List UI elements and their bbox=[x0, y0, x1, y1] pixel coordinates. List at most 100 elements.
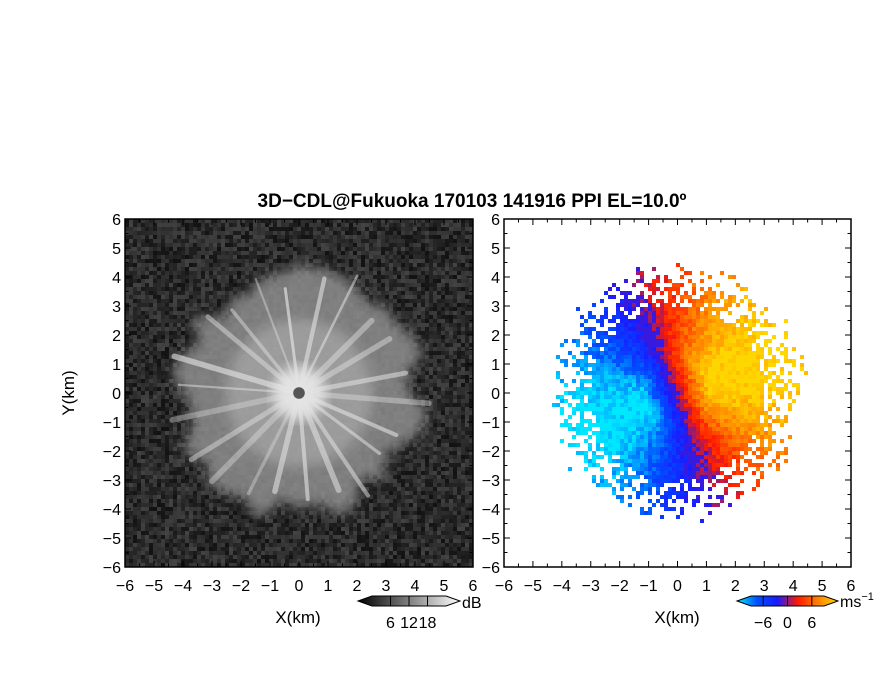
noise-cell bbox=[221, 239, 225, 243]
noise-cell bbox=[277, 235, 281, 239]
noise-cell bbox=[169, 263, 173, 267]
noise-cell bbox=[341, 231, 345, 235]
noise-cell bbox=[393, 319, 397, 323]
noise-cell bbox=[405, 271, 409, 275]
noise-cell bbox=[429, 259, 433, 263]
noise-cell bbox=[349, 267, 353, 271]
noise-cell bbox=[453, 375, 457, 379]
noise-cell bbox=[401, 315, 405, 319]
noise-cell bbox=[141, 315, 145, 319]
noise-cell bbox=[213, 299, 217, 303]
noise-cell bbox=[129, 355, 133, 359]
noise-cell bbox=[285, 235, 289, 239]
noise-cell bbox=[133, 347, 137, 351]
noise-cell bbox=[389, 255, 393, 259]
noise-cell bbox=[189, 295, 193, 299]
noise-cell bbox=[437, 243, 441, 247]
noise-cell bbox=[373, 239, 377, 243]
noise-cell bbox=[177, 387, 181, 391]
noise-cell bbox=[125, 327, 129, 331]
noise-cell bbox=[229, 259, 233, 263]
noise-cell bbox=[393, 243, 397, 247]
noise-cell bbox=[181, 275, 185, 279]
noise-cell bbox=[165, 355, 169, 359]
noise-cell bbox=[321, 227, 325, 231]
noise-cell bbox=[461, 223, 465, 227]
noise-cell bbox=[425, 255, 429, 259]
noise-cell bbox=[125, 335, 129, 339]
noise-cell bbox=[141, 343, 145, 347]
noise-cell bbox=[409, 299, 413, 303]
noise-cell bbox=[145, 267, 149, 271]
noise-cell bbox=[413, 383, 417, 387]
noise-cell bbox=[417, 363, 421, 367]
noise-cell bbox=[433, 299, 437, 303]
noise-cell bbox=[189, 427, 193, 431]
noise-cell bbox=[181, 411, 185, 415]
noise-cell bbox=[173, 363, 177, 367]
noise-cell bbox=[425, 431, 429, 435]
noise-cell bbox=[137, 387, 141, 391]
noise-cell bbox=[145, 367, 149, 371]
noise-cell bbox=[441, 307, 445, 311]
noise-cell bbox=[189, 327, 193, 331]
noise-cell bbox=[221, 235, 225, 239]
noise-cell bbox=[389, 263, 393, 267]
noise-cell bbox=[461, 251, 465, 255]
noise-cell bbox=[469, 323, 473, 327]
noise-cell bbox=[449, 275, 453, 279]
noise-cell bbox=[369, 223, 373, 227]
noise-cell bbox=[357, 275, 361, 279]
noise-cell bbox=[125, 403, 129, 407]
noise-cell bbox=[457, 275, 461, 279]
noise-cell bbox=[201, 275, 205, 279]
noise-cell bbox=[125, 263, 129, 267]
noise-cell bbox=[153, 291, 157, 295]
noise-cell bbox=[249, 219, 253, 223]
noise-cell bbox=[193, 339, 197, 343]
noise-cell bbox=[229, 263, 233, 267]
noise-cell bbox=[145, 307, 149, 311]
noise-cell bbox=[393, 235, 397, 239]
noise-cell bbox=[433, 443, 437, 447]
noise-cell bbox=[417, 387, 421, 391]
noise-cell bbox=[125, 363, 129, 367]
noise-cell bbox=[225, 287, 229, 291]
noise-cell bbox=[469, 291, 473, 295]
noise-cell bbox=[197, 267, 201, 271]
noise-cell bbox=[425, 331, 429, 335]
noise-cell bbox=[125, 411, 129, 415]
noise-cell bbox=[281, 227, 285, 231]
noise-cell bbox=[293, 223, 297, 227]
noise-cell bbox=[445, 327, 449, 331]
noise-cell bbox=[453, 427, 457, 431]
noise-cell bbox=[369, 299, 373, 303]
noise-cell bbox=[397, 263, 401, 267]
noise-cell bbox=[465, 339, 469, 343]
noise-cell bbox=[133, 327, 137, 331]
noise-cell bbox=[465, 307, 469, 311]
noise-cell bbox=[329, 227, 333, 231]
noise-cell bbox=[149, 371, 153, 375]
noise-cell bbox=[189, 247, 193, 251]
noise-cell bbox=[177, 243, 181, 247]
noise-cell bbox=[221, 315, 225, 319]
noise-cell bbox=[149, 259, 153, 263]
noise-cell bbox=[409, 243, 413, 247]
noise-cell bbox=[461, 431, 465, 435]
noise-cell bbox=[129, 243, 133, 247]
noise-cell bbox=[165, 331, 169, 335]
noise-cell bbox=[129, 335, 133, 339]
noise-cell bbox=[189, 299, 193, 303]
noise-cell bbox=[461, 387, 465, 391]
noise-cell bbox=[461, 391, 465, 395]
noise-cell bbox=[161, 295, 165, 299]
noise-cell bbox=[437, 423, 441, 427]
noise-cell bbox=[217, 271, 221, 275]
noise-cell bbox=[177, 255, 181, 259]
noise-cell bbox=[205, 311, 209, 315]
noise-cell bbox=[133, 291, 137, 295]
noise-cell bbox=[161, 255, 165, 259]
noise-cell bbox=[449, 387, 453, 391]
noise-cell bbox=[181, 339, 185, 343]
